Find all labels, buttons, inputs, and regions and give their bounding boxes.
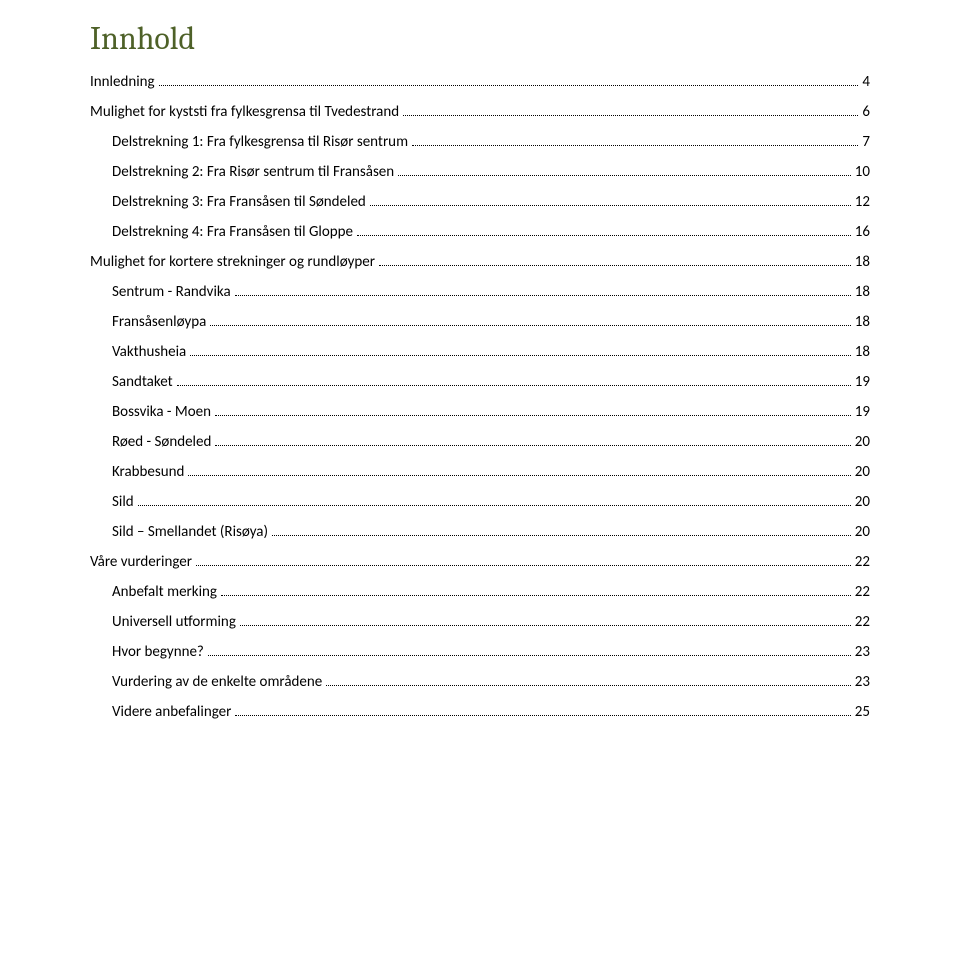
toc-entry-page: 23 [855, 643, 870, 661]
toc-entry[interactable]: Sild 20 [90, 493, 870, 511]
toc-entry-page: 22 [855, 583, 870, 601]
toc-entry[interactable]: Mulighet for kortere strekninger og rund… [90, 253, 870, 271]
toc-entry[interactable]: Vurdering av de enkelte områdene 23 [90, 673, 870, 691]
toc-entry[interactable]: Fransåsenløypa 18 [90, 313, 870, 331]
toc-entry-label: Krabbesund [112, 463, 184, 481]
toc-entry-page: 20 [855, 433, 870, 451]
toc-entry[interactable]: Videre anbefalinger 25 [90, 703, 870, 721]
toc-entry[interactable]: Sild – Smellandet (Risøya) 20 [90, 523, 870, 541]
toc-entry-page: 16 [855, 223, 870, 241]
toc-leader-dots [188, 475, 850, 476]
toc-entry-label: Delstrekning 4: Fra Fransåsen til Gloppe [112, 223, 353, 241]
toc-list: Innledning 4 Mulighet for kyststi fra fyl… [90, 73, 870, 721]
toc-entry-page: 25 [855, 703, 870, 721]
toc-entry[interactable]: Våre vurderinger 22 [90, 553, 870, 571]
toc-leader-dots [210, 325, 850, 326]
toc-leader-dots [221, 595, 851, 596]
toc-leader-dots [357, 235, 851, 236]
toc-entry[interactable]: Universell utforming 22 [90, 613, 870, 631]
toc-entry-label: Røed - Søndeled [112, 433, 211, 451]
toc-entry-label: Vakthusheia [112, 343, 186, 361]
toc-leader-dots [326, 685, 851, 686]
toc-entry-page: 22 [855, 553, 870, 571]
toc-entry-label: Hvor begynne? [112, 643, 204, 661]
toc-entry[interactable]: Krabbesund 20 [90, 463, 870, 481]
toc-leader-dots [215, 445, 850, 446]
toc-entry[interactable]: Sandtaket 19 [90, 373, 870, 391]
toc-entry-label: Sentrum - Randvika [112, 283, 231, 301]
toc-entry[interactable]: Delstrekning 2: Fra Risør sentrum til Fr… [90, 163, 870, 181]
toc-entry-page: 6 [862, 103, 870, 121]
toc-entry-page: 18 [855, 253, 870, 271]
toc-leader-dots [235, 715, 850, 716]
toc-entry-label: Delstrekning 3: Fra Fransåsen til Søndel… [112, 193, 366, 211]
toc-entry-page: 20 [855, 463, 870, 481]
toc-entry[interactable]: Sentrum - Randvika 18 [90, 283, 870, 301]
toc-entry-page: 18 [855, 283, 870, 301]
toc-entry-label: Fransåsenløypa [112, 313, 206, 331]
toc-leader-dots [215, 415, 851, 416]
toc-entry-label: Vurdering av de enkelte områdene [112, 673, 322, 691]
toc-entry-label: Delstrekning 1: Fra fylkesgrensa til Ris… [112, 133, 408, 151]
toc-entry[interactable]: Anbefalt merking 22 [90, 583, 870, 601]
toc-entry[interactable]: Mulighet for kyststi fra fylkesgrensa ti… [90, 103, 870, 121]
toc-leader-dots [272, 535, 851, 536]
toc-entry-label: Anbefalt merking [112, 583, 217, 601]
toc-entry-label: Delstrekning 2: Fra Risør sentrum til Fr… [112, 163, 394, 181]
toc-entry-label: Mulighet for kyststi fra fylkesgrensa ti… [90, 103, 399, 121]
toc-leader-dots [177, 385, 851, 386]
toc-entry-label: Innledning [90, 73, 155, 91]
toc-leader-dots [398, 175, 851, 176]
toc-leader-dots [412, 145, 858, 146]
toc-entry-label: Sild [112, 493, 134, 511]
toc-leader-dots [235, 295, 851, 296]
toc-leader-dots [138, 505, 851, 506]
toc-entry-label: Mulighet for kortere strekninger og rund… [90, 253, 375, 271]
toc-entry[interactable]: Delstrekning 1: Fra fylkesgrensa til Ris… [90, 133, 870, 151]
toc-entry-page: 12 [855, 193, 870, 211]
toc-entry-page: 23 [855, 673, 870, 691]
toc-entry-page: 19 [855, 373, 870, 391]
toc-leader-dots [370, 205, 851, 206]
toc-entry-page: 20 [855, 523, 870, 541]
toc-entry[interactable]: Vakthusheia 18 [90, 343, 870, 361]
toc-leader-dots [403, 115, 858, 116]
toc-entry[interactable]: Delstrekning 4: Fra Fransåsen til Gloppe… [90, 223, 870, 241]
toc-entry[interactable]: Hvor begynne? 23 [90, 643, 870, 661]
toc-entry-label: Bossvika - Moen [112, 403, 211, 421]
toc-entry-page: 22 [855, 613, 870, 631]
toc-entry[interactable]: Bossvika - Moen 19 [90, 403, 870, 421]
toc-leader-dots [196, 565, 851, 566]
toc-leader-dots [190, 355, 851, 356]
toc-entry-label: Sandtaket [112, 373, 173, 391]
toc-entry-label: Universell utforming [112, 613, 236, 631]
toc-entry-label: Våre vurderinger [90, 553, 192, 571]
toc-leader-dots [379, 265, 851, 266]
toc-entry-page: 20 [855, 493, 870, 511]
toc-entry-page: 18 [855, 313, 870, 331]
toc-title: Innhold [90, 20, 870, 57]
toc-entry-page: 10 [855, 163, 870, 181]
toc-entry-page: 7 [862, 133, 870, 151]
toc-entry-label: Videre anbefalinger [112, 703, 231, 721]
toc-entry-page: 19 [855, 403, 870, 421]
toc-leader-dots [159, 85, 859, 86]
toc-leader-dots [208, 655, 851, 656]
toc-entry-page: 18 [855, 343, 870, 361]
toc-entry-label: Sild – Smellandet (Risøya) [112, 523, 268, 541]
toc-leader-dots [240, 625, 851, 626]
toc-entry[interactable]: Delstrekning 3: Fra Fransåsen til Søndel… [90, 193, 870, 211]
toc-entry[interactable]: Innledning 4 [90, 73, 870, 91]
toc-entry-page: 4 [862, 73, 870, 91]
toc-entry[interactable]: Røed - Søndeled 20 [90, 433, 870, 451]
